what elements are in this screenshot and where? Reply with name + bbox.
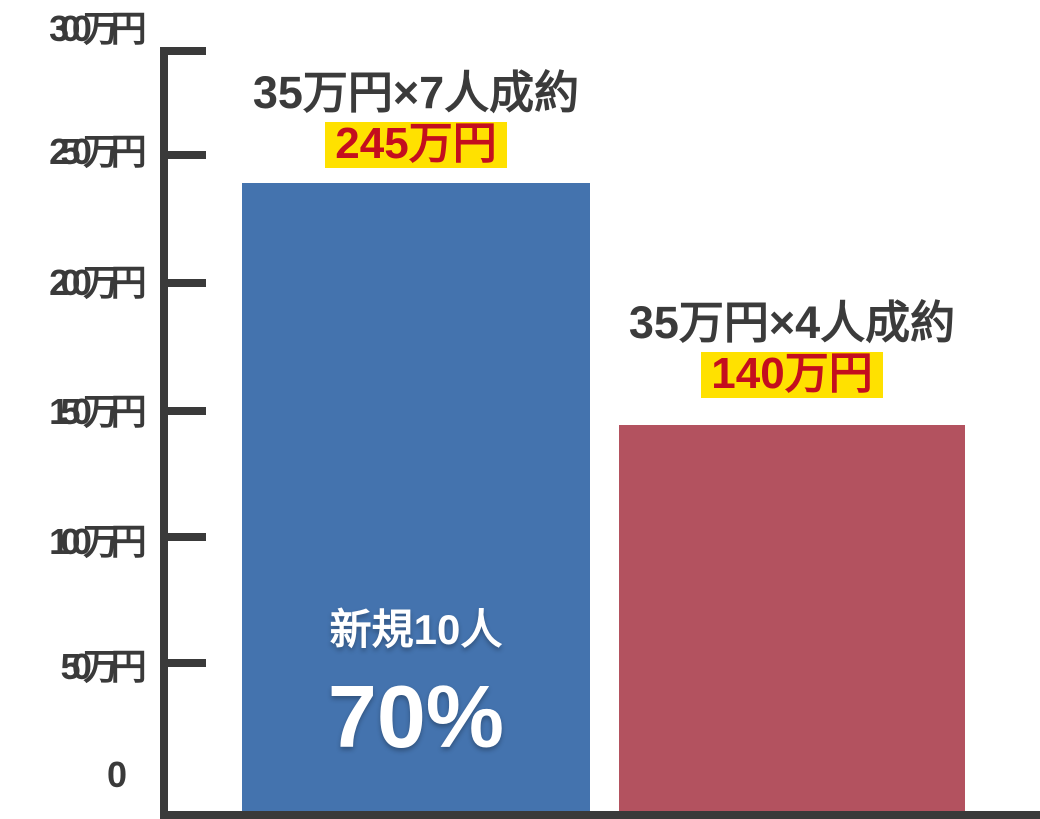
bar-amount-highlight: 140万円 — [701, 352, 883, 398]
y-axis-label-300: 300万円 — [49, 8, 147, 49]
bar-amount-row: 140万円 — [559, 352, 1025, 398]
y-axis-tick — [160, 47, 206, 55]
y-axis-label-0: 0 — [106, 754, 127, 795]
bar-blue: 新規10人 70% — [242, 183, 590, 811]
bar-group-red: 35万円×4人成約 140万円 新規15人 30% — [619, 0, 965, 819]
y-axis-tick — [160, 279, 206, 287]
y-axis-tick — [160, 533, 206, 541]
bar-formula-label: 35万円×4人成約 — [628, 297, 956, 348]
bar-rate-label: 70% — [327, 667, 505, 766]
y-axis-label-150: 150万円 — [49, 391, 147, 432]
bar-amount-highlight: 245万円 — [325, 122, 507, 168]
bar-formula-label: 35万円×7人成約 — [252, 67, 580, 118]
bar-group-label: 新規10人 — [329, 606, 503, 653]
y-axis-label-250: 250万円 — [49, 131, 147, 172]
y-axis-label-200: 200万円 — [49, 262, 147, 303]
x-axis-line — [160, 811, 1040, 819]
y-axis-label-100: 100万円 — [49, 521, 147, 562]
bar-group-blue: 35万円×7人成約 245万円 新規10人 70% — [242, 0, 590, 819]
bar-red: 新規15人 30% — [619, 425, 965, 811]
y-axis-tick — [160, 659, 206, 667]
y-axis-label-50: 50万円 — [60, 646, 147, 687]
y-axis-tick — [160, 151, 206, 159]
y-axis-line — [160, 47, 168, 819]
y-axis-tick — [160, 407, 206, 415]
bar-amount-row: 245万円 — [182, 122, 650, 168]
